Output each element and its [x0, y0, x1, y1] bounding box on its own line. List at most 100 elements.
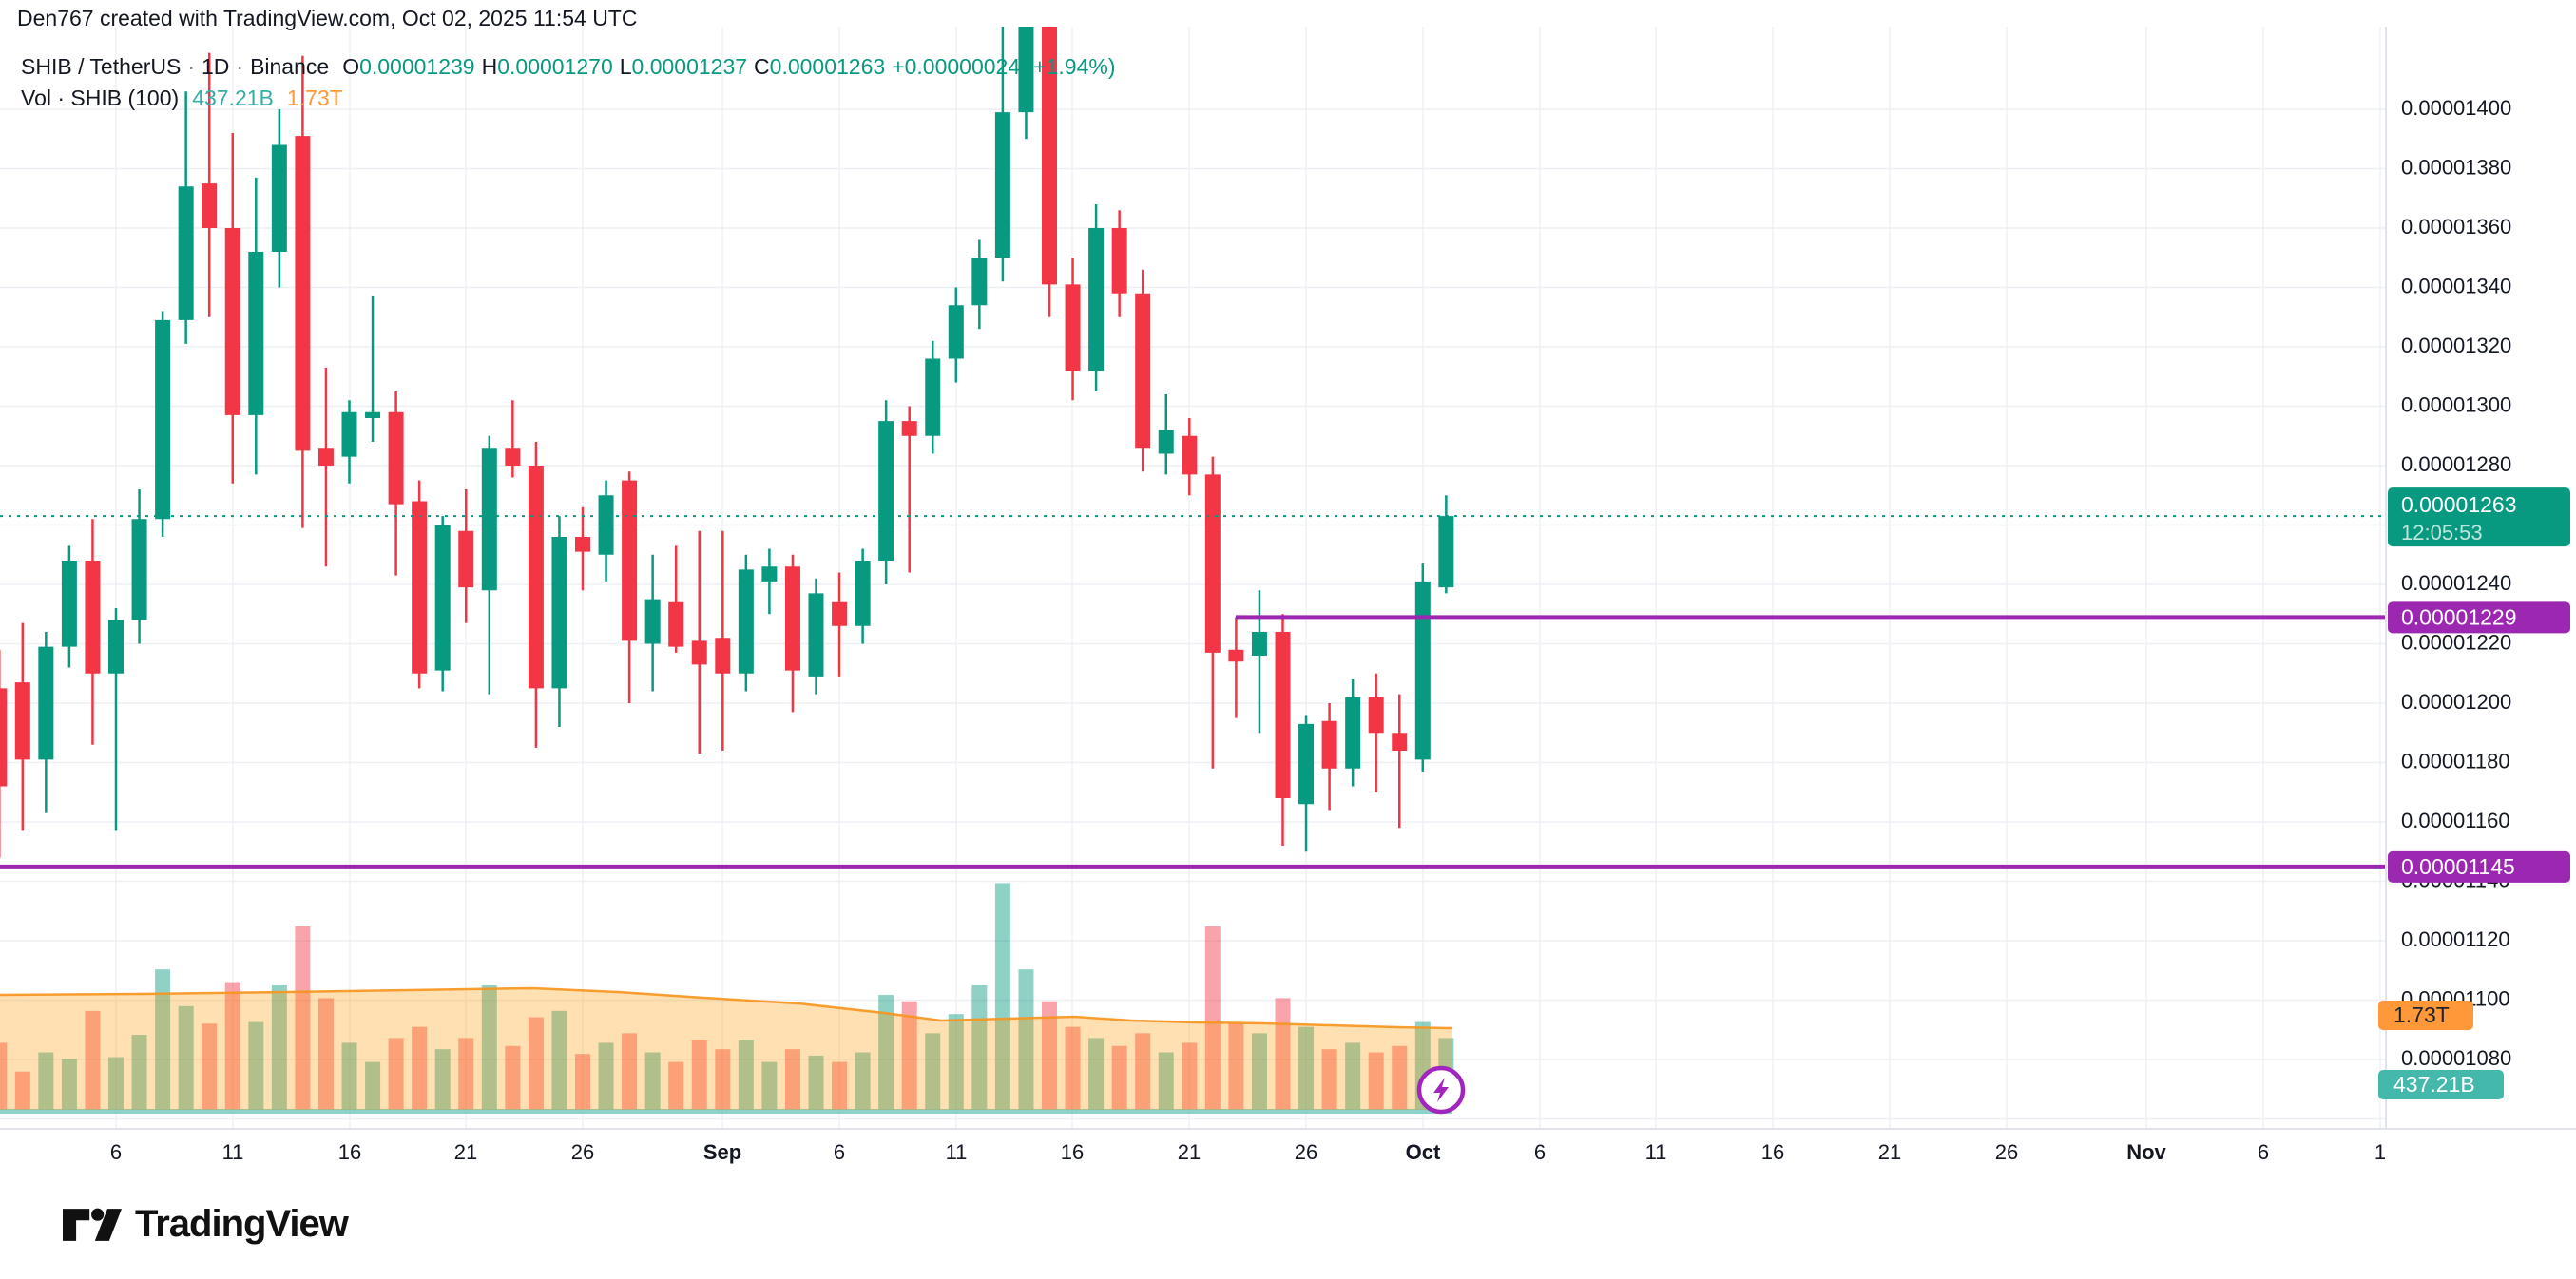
candle-sep-27: [1321, 703, 1337, 811]
candle-sep-11: [948, 287, 964, 383]
tradingview-logo-text: TradingView: [135, 1203, 349, 1245]
volume-bar: [855, 1052, 871, 1110]
price-tick-label: 0.00001280: [2401, 452, 2511, 476]
candle-aug-28: [622, 471, 638, 703]
candle-aug-9: [178, 91, 194, 344]
legend-ohlc-value: 0.00001237: [631, 54, 748, 79]
candle-aug-4: [61, 545, 77, 668]
volume-bar: [1182, 1042, 1198, 1110]
legend-ohlc-value: 0.00001270: [497, 54, 613, 79]
candle-sep-24: [1251, 590, 1267, 734]
price-tick-label: 0.00001360: [2401, 215, 2511, 239]
price-tick-label: 0.00001120: [2401, 927, 2510, 951]
candle-aug-21: [458, 489, 474, 623]
legend-separator: ·: [236, 54, 244, 79]
volume-bar: [1392, 1045, 1408, 1110]
resistance-badge-value: 0.00001229: [2401, 604, 2517, 629]
price-tick-label: 0.00001320: [2401, 334, 2511, 357]
legend-volume-value: 437.21B: [192, 86, 274, 110]
volume-histogram: [0, 883, 1454, 1110]
volume-bar: [622, 1033, 638, 1110]
candle-aug-26: [575, 506, 590, 591]
time-tick-label: 16: [1061, 1140, 1084, 1164]
volume-bar: [1158, 1052, 1174, 1110]
volume-bar: [1321, 1049, 1337, 1110]
candle-sep-17: [1088, 204, 1105, 391]
volume-bar: [1135, 1033, 1151, 1110]
time-tick-label: 21: [454, 1140, 477, 1164]
legend-ohlc-key: O: [342, 54, 360, 79]
volume-bar: [1251, 1033, 1267, 1110]
time-axis[interactable]: 6 11 16 21 26 Sep 6 11 16 21 26 Oct 6 11 16 21 26 Nov 6 1: [110, 1140, 2386, 1164]
volume-bar: [528, 1017, 544, 1110]
volume-bar: [738, 1040, 754, 1110]
volume-bar: [131, 1035, 147, 1110]
volume-bar: [341, 1042, 357, 1110]
candle-sep-25: [1275, 614, 1291, 846]
volume-bar: [808, 1055, 824, 1110]
time-tick-label: 6: [1534, 1140, 1546, 1164]
candle-sep-30: [1392, 694, 1408, 829]
candle-aug-1: [0, 649, 8, 858]
time-tick-label: 6: [834, 1140, 845, 1164]
volume-bar: [248, 1021, 264, 1110]
candle-aug-25: [551, 516, 567, 727]
legend-volume-label: Vol · SHIB (100): [21, 86, 180, 110]
candle-sep-18: [1111, 210, 1127, 317]
candle-aug-17: [365, 296, 381, 442]
candle-sep-14: [1018, 27, 1034, 140]
time-tick-label: 11: [222, 1140, 244, 1164]
candle-aug-29: [644, 554, 661, 692]
time-tick-label: 16: [1761, 1140, 1784, 1164]
volume-bar: [155, 969, 171, 1110]
candle-aug-31: [691, 530, 707, 754]
candle-aug-13: [271, 109, 287, 288]
candle-sep-7: [855, 548, 871, 644]
volume-bar: [691, 1040, 707, 1110]
volume-bar: [1204, 926, 1221, 1110]
price-axis[interactable]: 0.00001400 0.00001380 0.00001360 0.00001340…: [2401, 96, 2511, 1070]
candle-sep-29: [1368, 673, 1384, 792]
price-tick-label: 0.00001080: [2401, 1046, 2511, 1070]
candle-sep-10: [925, 340, 941, 454]
legend-ohlc-key: C: [754, 54, 770, 79]
candle-sep-13: [994, 27, 1010, 282]
candle-sep-19: [1135, 269, 1151, 472]
candle-sep-3: [761, 548, 778, 615]
candle-aug-22: [481, 435, 497, 695]
volume-bar: [412, 1026, 428, 1110]
volume-badge-value: 437.21B: [2393, 1072, 2475, 1097]
candle-aug-7: [131, 489, 147, 644]
candle-aug-27: [598, 480, 614, 582]
volume-bar: [61, 1059, 77, 1110]
candle-sep-1: [715, 530, 731, 751]
volume-bar: [1065, 1026, 1081, 1110]
legend-volume-row[interactable]: Vol · SHIB (100) 437.21B 1.73T: [21, 86, 1116, 117]
volume-badge: [2378, 1070, 2504, 1099]
candle-sep-23: [1228, 617, 1244, 718]
volume-bar: [715, 1049, 731, 1110]
candle-aug-10: [202, 52, 218, 317]
volume-bar: [458, 1038, 474, 1110]
tradingview-logo[interactable]: TradingView: [63, 1203, 349, 1246]
candle-aug-5: [85, 519, 101, 745]
support-badge-value: 0.00001145: [2401, 854, 2515, 879]
volume-bar: [1228, 1021, 1244, 1110]
price-tick-label: 0.00001160: [2401, 809, 2510, 832]
volume-bar: [365, 1061, 381, 1110]
flash-icon[interactable]: [1416, 1065, 1466, 1115]
volume-bar: [1018, 969, 1034, 1110]
candle-aug-19: [412, 480, 428, 689]
time-tick-label: Sep: [703, 1140, 741, 1164]
volume-ma-area: [0, 988, 1452, 1110]
candle-sep-15: [1042, 27, 1057, 317]
volume-bar: [1088, 1038, 1105, 1110]
candle-aug-30: [668, 545, 684, 653]
time-tick-label: 1: [2374, 1140, 2386, 1164]
legend-ohlc-row[interactable]: SHIB / TetherUS · 1D · Binance O 0.00001239 H 0.…: [21, 54, 1116, 86]
candle-sep-26: [1298, 715, 1315, 852]
volume-bar: [388, 1038, 404, 1110]
volume-bar: [14, 1071, 30, 1110]
